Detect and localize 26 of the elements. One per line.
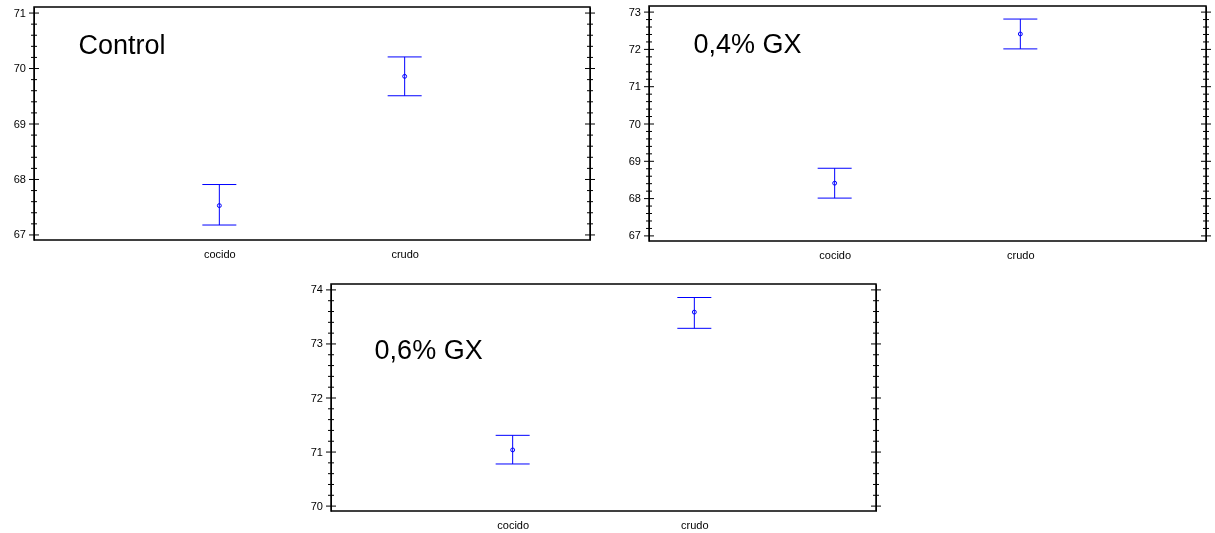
y-tick-label: 67 [628,229,641,242]
x-tick-label: crudo [391,248,419,261]
x-tick-label: crudo [1007,249,1035,262]
y-tick-label: 71 [13,6,26,19]
y-tick-label: 74 [310,283,323,296]
annotation: 0,4% GX [693,29,802,59]
y-tick-label: 69 [13,117,26,130]
x-tick-label: crudo [681,519,709,532]
y-tick-label: 69 [628,154,641,167]
y-tick-label: 72 [310,391,323,404]
y-tick-label: 67 [13,228,26,241]
y-tick-label: 73 [628,5,641,18]
y-tick-label: 71 [310,445,323,458]
annotation: Control [78,29,166,60]
x-tick-label: cocido [497,519,530,532]
y-tick-label: 72 [628,42,641,55]
x-tick-label: cocido [203,248,236,261]
y-tick-label: 68 [13,173,26,185]
y-tick-label: 70 [628,117,641,130]
y-tick-label: 73 [310,337,323,350]
y-tick-label: 70 [310,499,323,512]
annotation: 0,6% GX [374,334,483,365]
y-tick-label: 68 [628,192,641,205]
y-tick-label: 71 [628,80,641,93]
x-tick-label: cocido [819,249,852,262]
y-tick-label: 70 [13,62,26,75]
